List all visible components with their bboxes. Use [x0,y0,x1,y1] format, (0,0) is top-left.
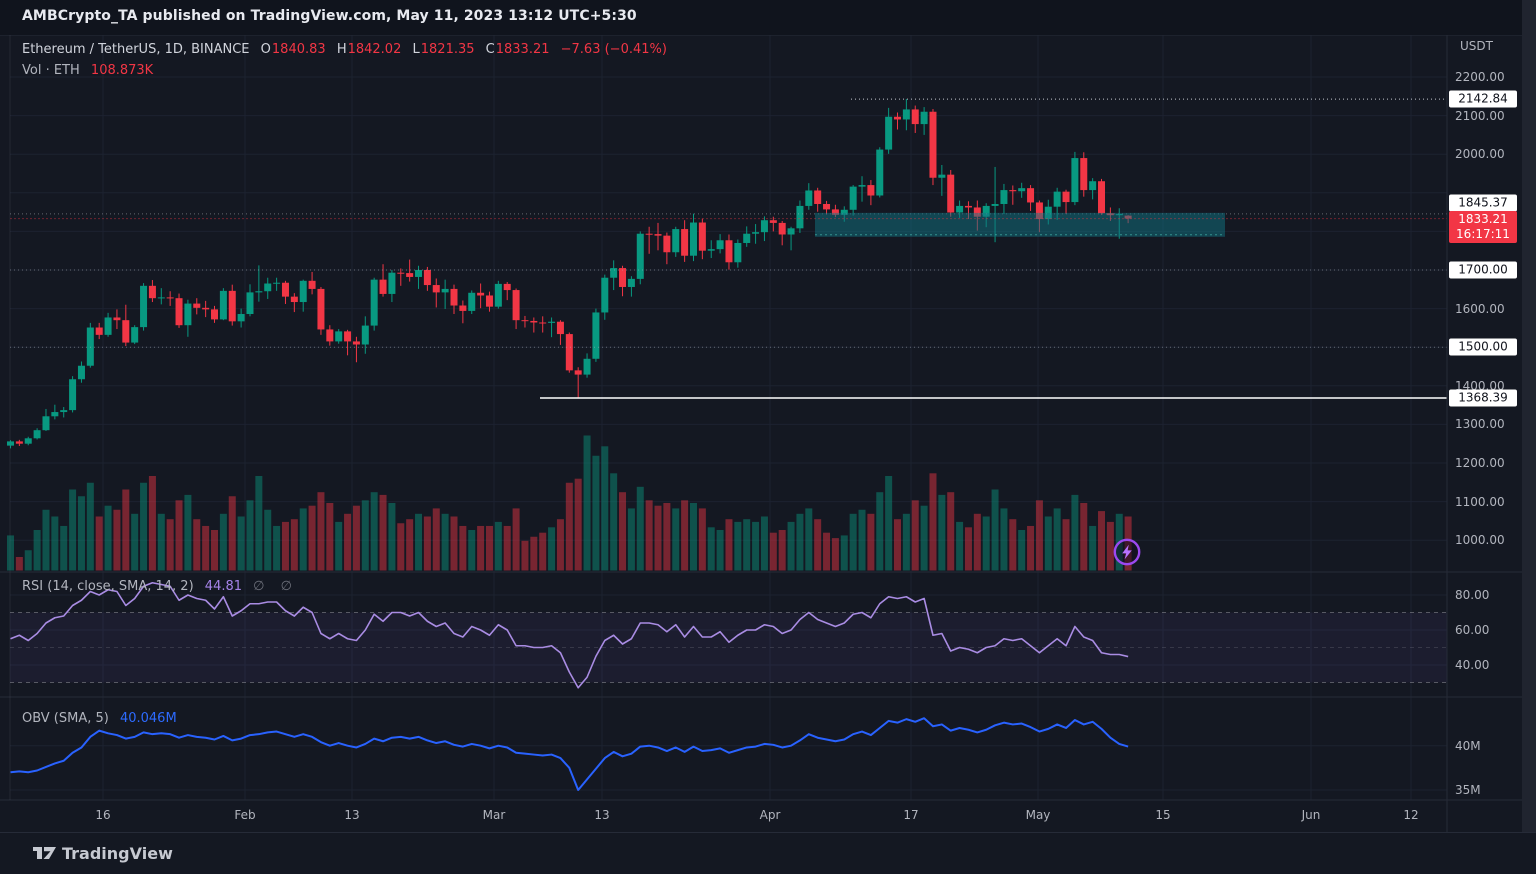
obv-legend[interactable]: OBV (SMA, 5) 40.046M [22,711,184,726]
close-value: 1833.21 [495,42,550,57]
high-label: H [336,42,347,57]
open-label: O [260,42,271,57]
obv-value: 40.046M [119,711,177,726]
candles-layer [7,99,1132,449]
high-value: 1842.02 [347,42,402,57]
obv-title[interactable]: OBV (SMA, 5) [22,711,109,726]
close-label: C [485,42,495,57]
boost-lightning-icon[interactable] [1112,537,1142,567]
rsi-legend[interactable]: RSI (14, close, SMA, 14, 2) 44.81 ∅ ∅ [22,579,305,594]
publish-title: AMBCrypto_TA published on TradingView.co… [22,8,637,24]
rsi-title[interactable]: RSI (14, close, SMA, 14, 2) [22,579,194,594]
volume-value: 108.873K [90,63,154,78]
price-axis-unit[interactable]: USDT [1460,39,1493,53]
tradingview-brand[interactable]: TradingView [62,844,173,863]
change-value: −7.63 (−0.41%) [560,42,667,57]
rsi-pane [10,581,1447,689]
symbol-title[interactable]: Ethereum / TetherUS, 1D, BINANCE [22,42,250,57]
rsi-value: 44.81 [204,579,243,594]
symbol-legend[interactable]: Ethereum / TetherUS, 1D, BINANCE O1840.8… [22,42,674,57]
low-value: 1821.35 [420,42,475,57]
drawings-layer[interactable] [10,98,1447,399]
low-label: L [412,42,420,57]
footer: TradingView [0,832,1536,874]
volume-layer [7,435,1132,571]
tradingview-logo-icon[interactable] [33,845,57,865]
open-value: 1840.83 [271,42,326,57]
dividers-layer [0,34,1536,832]
rsi-empty-values: ∅ ∅ [253,579,298,594]
grid-layer [10,35,1447,800]
right-margin [1522,0,1536,832]
publish-header: AMBCrypto_TA published on TradingView.co… [0,0,1536,35]
volume-legend[interactable]: Vol · ETH 108.873K [22,63,160,78]
obv-pane [10,717,1129,791]
volume-label: Vol · ETH [22,63,80,78]
